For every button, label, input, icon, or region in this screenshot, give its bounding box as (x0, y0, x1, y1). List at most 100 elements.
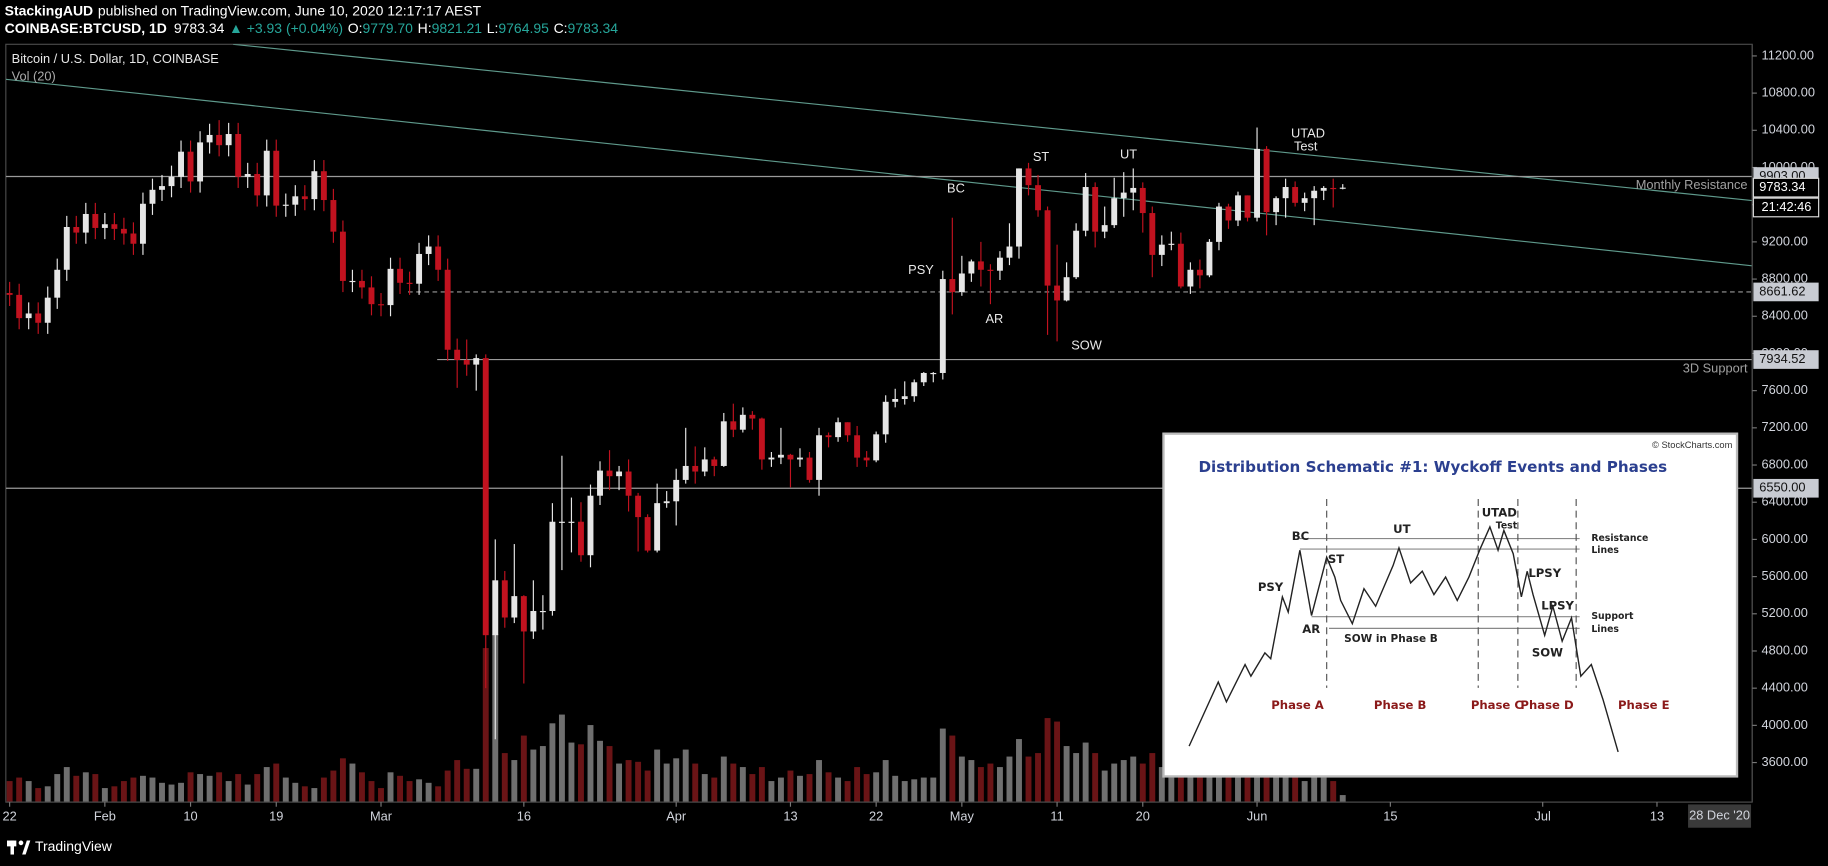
candle-body (863, 457, 870, 461)
candle-body (473, 358, 480, 365)
candle-body (1130, 187, 1137, 193)
phase-label: Phase C (1471, 698, 1523, 712)
candle-body (159, 186, 165, 190)
volume-bar (25, 781, 32, 803)
volume-bar (159, 782, 165, 803)
x-tick-label: Apr (666, 809, 687, 824)
x-tick-label: May (950, 809, 975, 824)
inset-label: Resistance (1591, 533, 1648, 544)
candle-body (758, 418, 765, 460)
volume-bar (54, 774, 61, 803)
volume-bar (863, 774, 870, 803)
candle-body (63, 227, 70, 270)
candle-body (368, 287, 375, 305)
volume-bar (568, 742, 575, 803)
volume-bar (1235, 770, 1241, 803)
volume-bar (301, 786, 308, 803)
candle-body (1273, 198, 1280, 213)
volume-bar (1044, 718, 1051, 803)
inset-label: LPSY (1541, 599, 1574, 613)
volume-bar (882, 760, 889, 803)
volume-bar (435, 786, 442, 803)
candle-body (1054, 285, 1061, 301)
candle-body (958, 273, 965, 293)
candle-body (873, 434, 880, 461)
candle-body (149, 189, 156, 204)
volume-bar (854, 767, 861, 803)
volume-bar (1206, 770, 1213, 803)
candle-body (663, 501, 670, 504)
candle-body (1320, 187, 1327, 191)
volume-bar (720, 756, 727, 803)
y-tick-label: 4400.00 (1762, 680, 1808, 695)
candle-body (330, 200, 337, 232)
candle-body (1063, 277, 1070, 301)
candle-body (311, 171, 318, 200)
candle-body (597, 470, 603, 496)
volume-bar (968, 760, 975, 803)
volume-bar (111, 786, 118, 803)
candle-body (35, 313, 42, 323)
volume-bar (1330, 781, 1337, 803)
candle-body (92, 213, 99, 228)
annotation: Test (1294, 138, 1318, 153)
candle-body (6, 293, 13, 295)
x-tick-label: Jul (1535, 809, 1551, 824)
volume-bar (635, 761, 642, 803)
candle-body (1092, 187, 1099, 232)
candle-body (1082, 187, 1089, 231)
volume-bar (482, 648, 489, 803)
candle-body (139, 203, 146, 244)
wyckoff-schematic: Distribution Schematic #1: Wyckoff Event… (1162, 432, 1739, 778)
volume-bar (349, 763, 356, 803)
candle-body (644, 517, 651, 551)
volume-bar (911, 779, 918, 803)
volume-bar (1273, 770, 1280, 803)
volume-bar (701, 774, 708, 803)
volume-bar (501, 753, 508, 803)
published: published on TradingView.com, June 10, 2… (98, 2, 482, 18)
candle-body (558, 521, 565, 523)
candle-body (178, 151, 184, 177)
annotation: ST (1033, 149, 1050, 164)
candle-body (578, 521, 584, 556)
candle-body (520, 596, 527, 632)
candle-body (768, 457, 775, 460)
candle-body (301, 196, 308, 200)
candle-body (216, 134, 223, 146)
h-letter: H: (418, 20, 432, 36)
volume-bar (120, 781, 127, 803)
inset-label: SOW (1532, 645, 1563, 659)
volume-bar (825, 772, 832, 803)
annotation: PSY (908, 262, 934, 277)
candle-body (111, 224, 118, 229)
volume-bar (6, 781, 13, 803)
candle-body (463, 359, 470, 365)
quote-line: COINBASE:BTCUSD, 1D 9783.34 ▲ +3.93 (+0.04… (5, 20, 619, 36)
volume-bar (1216, 760, 1222, 803)
candle-body (673, 479, 680, 502)
c-letter: C: (554, 20, 568, 36)
volume-bar (1016, 739, 1022, 803)
volume-bar (682, 749, 689, 803)
candle-body (996, 257, 1003, 271)
price-label: 8661.62 (1759, 283, 1805, 298)
y-tick-label: 10800.00 (1762, 85, 1815, 100)
volume-bar (816, 760, 822, 803)
volume-bar (1025, 756, 1032, 803)
volume-bar (244, 784, 251, 803)
volume-bar (1111, 763, 1118, 803)
inset-label: BC (1292, 529, 1309, 543)
chart-title: Bitcoin / U.S. Dollar, 1D, COINBASE (12, 51, 219, 66)
candle-body (254, 174, 261, 196)
date-badge: 28 Dec '20 (1689, 807, 1750, 822)
volume-bar (1196, 770, 1203, 803)
candle-body (739, 414, 746, 430)
inset-label: AR (1302, 622, 1320, 636)
inset-label: PSY (1258, 580, 1284, 594)
price-label: 6550.00 (1759, 480, 1805, 495)
candle-body (1177, 243, 1184, 287)
volume-bar (463, 768, 470, 803)
y-tick-label: 5600.00 (1762, 568, 1808, 583)
author: StackingAUD (5, 2, 94, 18)
